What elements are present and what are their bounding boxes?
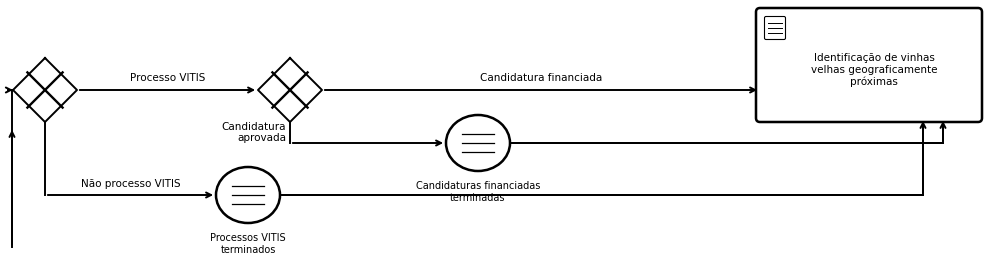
FancyBboxPatch shape (765, 17, 786, 40)
Text: Candidatura financiada: Candidatura financiada (480, 73, 602, 83)
Text: Identificação de vinhas
velhas geograficamente
próximas: Identificação de vinhas velhas geografic… (810, 53, 937, 87)
Text: Processos VITIS
terminados: Processos VITIS terminados (210, 233, 286, 255)
Text: Candidaturas financiadas
terminadas: Candidaturas financiadas terminadas (416, 181, 541, 202)
FancyBboxPatch shape (756, 8, 982, 122)
Text: Candidatura
aprovada: Candidatura aprovada (221, 122, 286, 143)
Text: Não processo VITIS: Não processo VITIS (80, 179, 181, 189)
Ellipse shape (216, 167, 280, 223)
Text: Processo VITIS: Processo VITIS (130, 73, 205, 83)
Ellipse shape (446, 115, 510, 171)
